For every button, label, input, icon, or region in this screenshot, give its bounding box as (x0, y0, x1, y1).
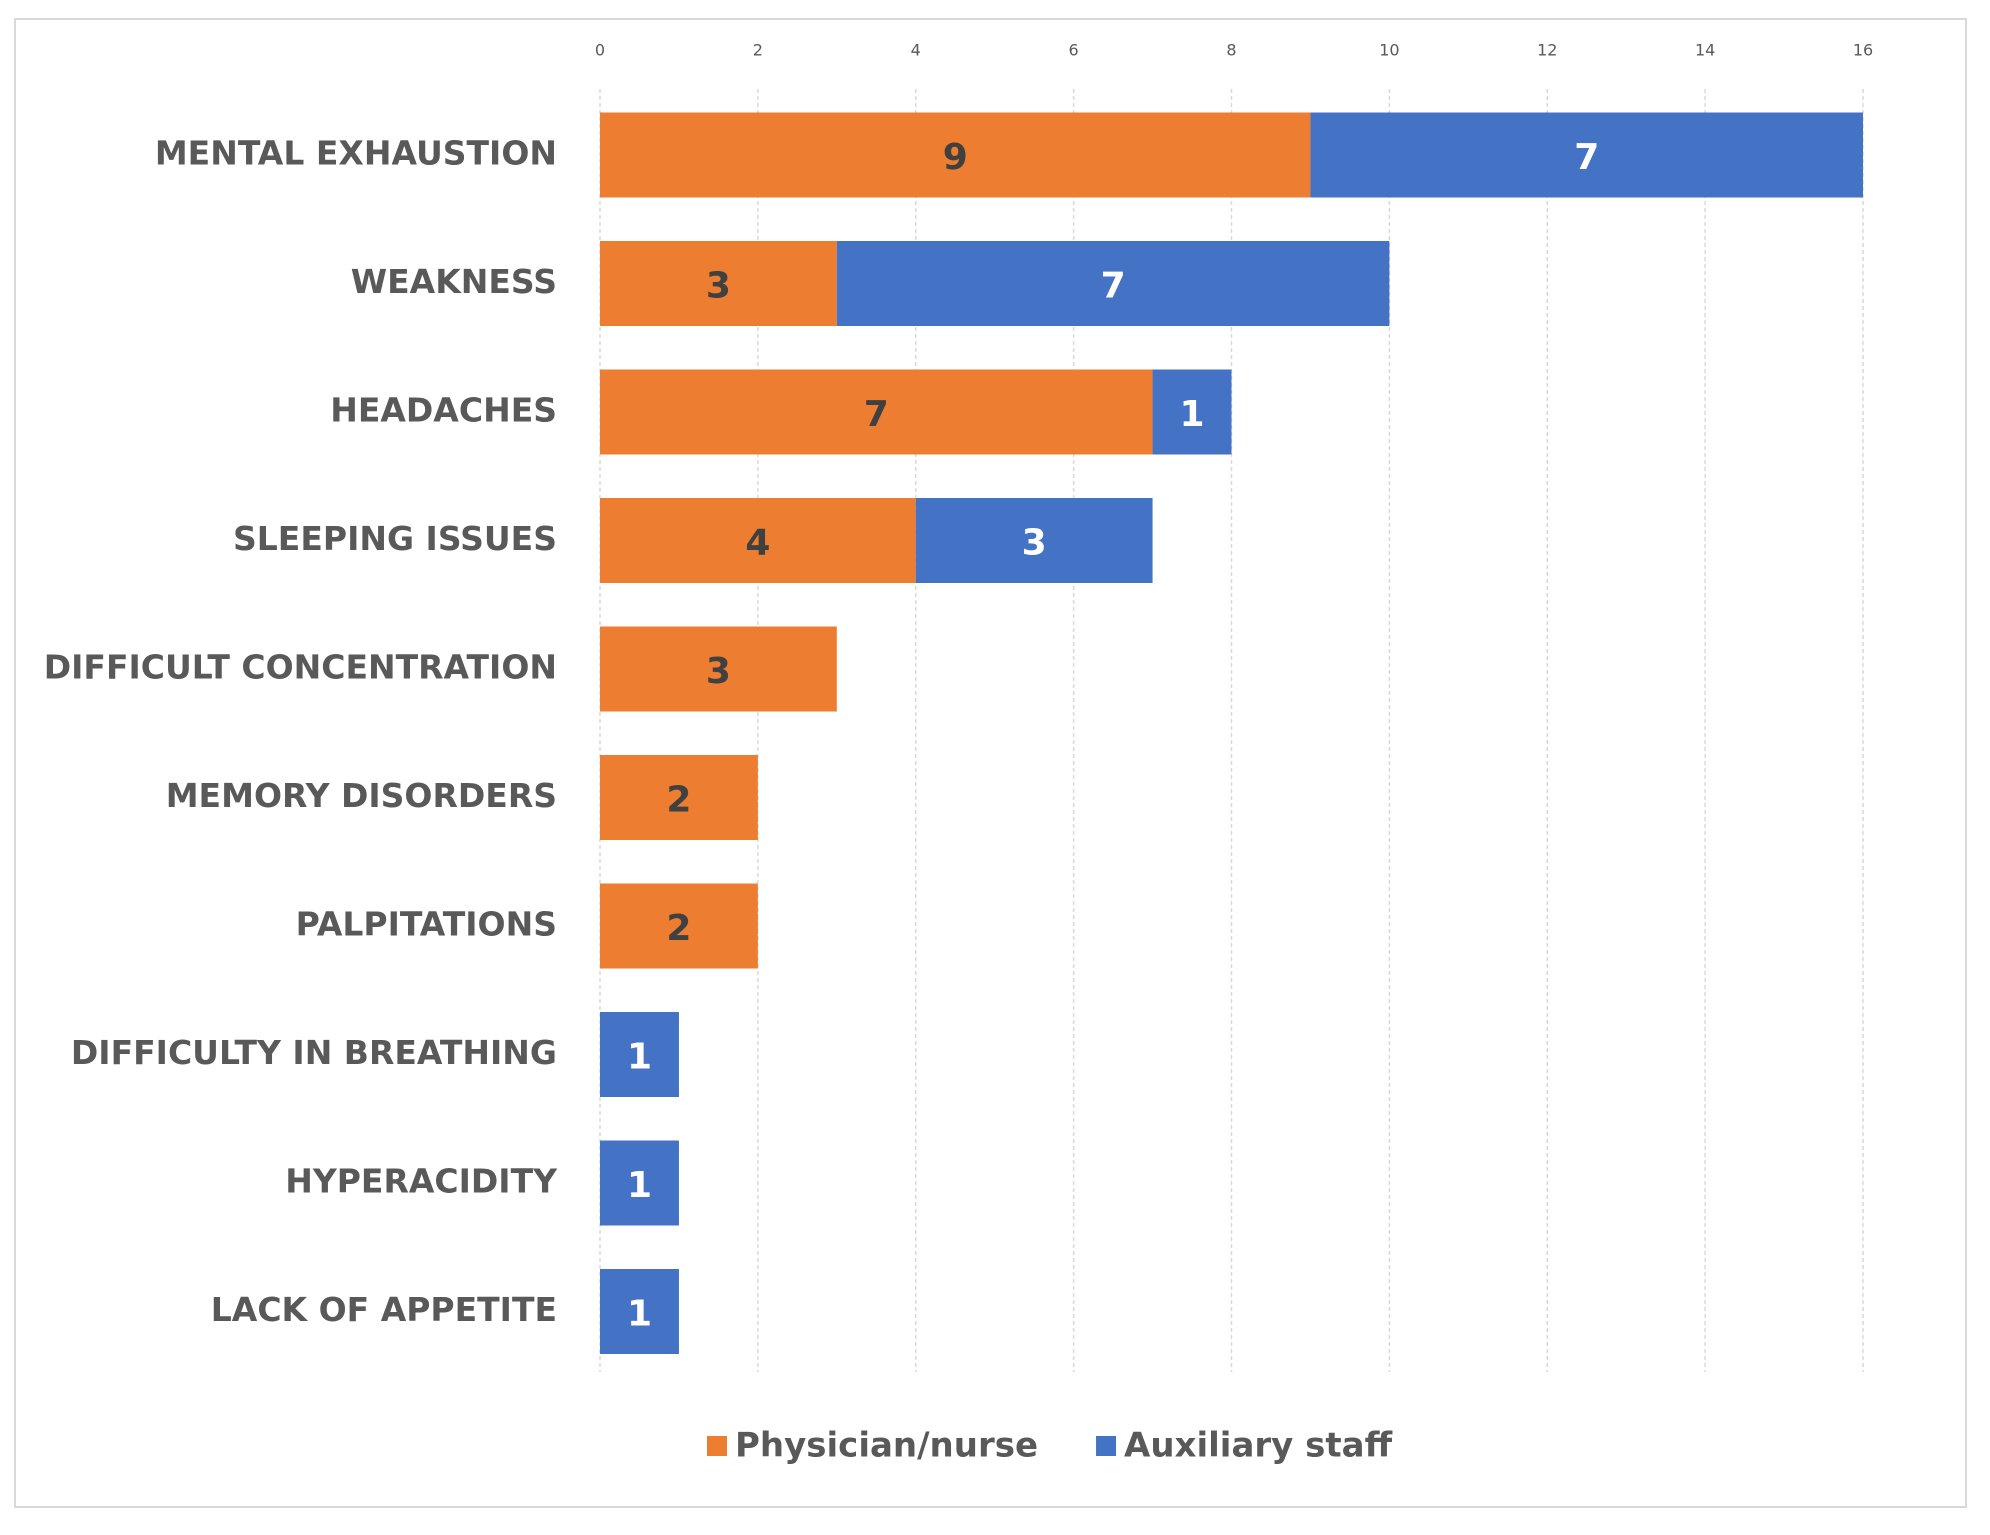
x-tick-label: 8 (1226, 41, 1236, 60)
x-tick-label: 10 (1379, 41, 1399, 60)
x-tick-label: 16 (1853, 41, 1873, 60)
legend-swatch (1096, 1436, 1117, 1456)
y-tick-label: DIFFICULT CONCENTRATION (44, 648, 557, 687)
value-label: 7 (1101, 266, 1126, 307)
bar (600, 369, 1153, 455)
bar (600, 112, 1311, 198)
bar (600, 1012, 679, 1097)
value-label: 2 (666, 780, 691, 821)
legend-swatch (707, 1436, 727, 1456)
y-tick-label: WEAKNESS (351, 262, 557, 301)
y-tick-label: MENTAL EXHAUSTION (155, 134, 557, 173)
bar (836, 241, 1390, 326)
value-label: 7 (864, 394, 889, 435)
y-tick-label: DIFFICULTY IN BREATHING (71, 1033, 557, 1072)
x-tick-label: 14 (1695, 41, 1715, 60)
bar (600, 755, 758, 840)
bar (1152, 369, 1232, 455)
y-tick-label: PALPITATIONS (296, 905, 557, 944)
bar (600, 1269, 679, 1354)
value-label: 3 (1022, 523, 1047, 564)
y-tick-label: SLEEPING ISSUES (233, 519, 557, 558)
value-label: 1 (627, 1294, 652, 1335)
x-tick-label: 4 (911, 41, 921, 60)
bar (600, 1140, 679, 1226)
y-tick-label: LACK OF APPETITE (211, 1290, 557, 1329)
bar (600, 498, 916, 583)
x-tick-label: 0 (595, 41, 605, 60)
legend-label: Auxiliary staff (1124, 1426, 1393, 1466)
x-tick-label: 6 (1069, 41, 1079, 60)
value-label: 1 (627, 1165, 652, 1206)
value-label: 3 (706, 651, 731, 692)
value-label: 4 (745, 523, 770, 564)
bar (600, 883, 758, 969)
bar (600, 241, 837, 326)
value-label: 1 (627, 1037, 652, 1078)
bar (915, 498, 1153, 583)
bar (1310, 112, 1863, 198)
value-label: 1 (1180, 394, 1205, 435)
y-tick-label: HEADACHES (330, 391, 557, 430)
x-tick-label: 2 (753, 41, 763, 60)
value-label: 2 (666, 908, 691, 949)
legend-label: Physician/nurse (735, 1426, 1038, 1466)
bar (600, 626, 837, 712)
x-tick-label: 12 (1537, 41, 1557, 60)
value-label: 7 (1574, 137, 1599, 178)
y-tick-label: HYPERACIDITY (285, 1162, 558, 1201)
y-tick-label: MEMORY DISORDERS (166, 776, 557, 815)
value-label: 9 (943, 137, 968, 178)
value-label: 3 (706, 266, 731, 307)
